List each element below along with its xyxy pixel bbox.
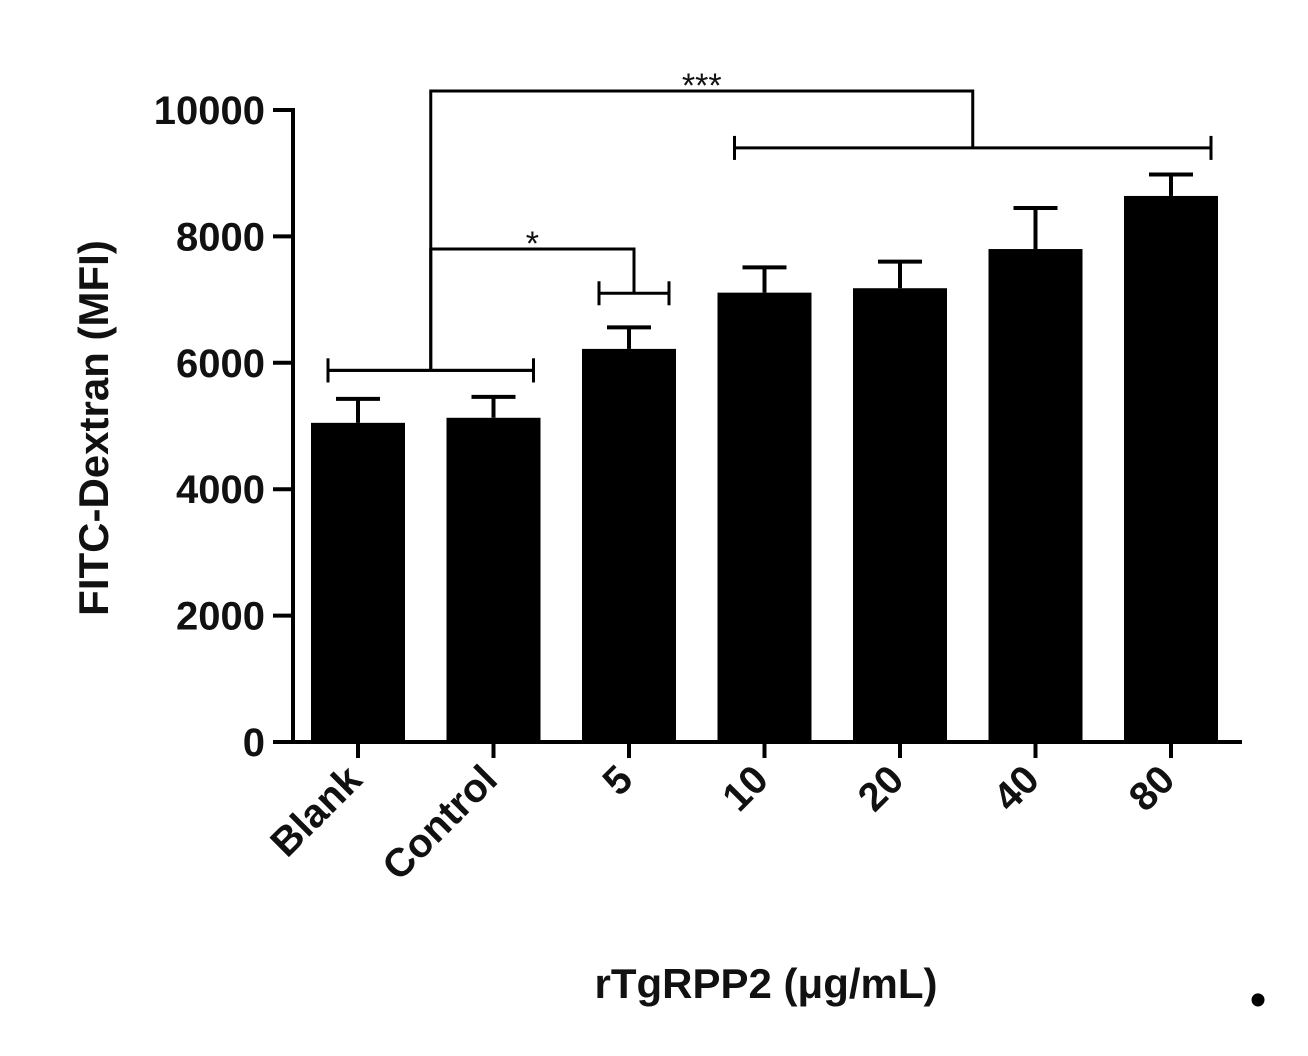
x-tick-label: 40 bbox=[985, 757, 1048, 820]
y-axis-title: FITC-Dextran (MFI) bbox=[70, 240, 117, 616]
bar bbox=[853, 288, 947, 742]
x-tick-label: Control bbox=[374, 757, 506, 889]
bar bbox=[717, 292, 812, 742]
x-axis-title: rTgRPP2 (μg/mL) bbox=[594, 960, 937, 1007]
x-tick-label: 5 bbox=[595, 757, 642, 804]
significance-label: * bbox=[526, 225, 539, 263]
y-tick-label: 8000 bbox=[176, 215, 265, 259]
significance-label: *** bbox=[682, 67, 722, 105]
y-tick-label: 4000 bbox=[176, 468, 265, 512]
bar bbox=[1124, 195, 1218, 742]
bar bbox=[446, 417, 541, 742]
bullet-mark: • bbox=[1250, 974, 1267, 1027]
x-tick-label: Blank bbox=[262, 757, 371, 866]
x-tick-label: 80 bbox=[1121, 757, 1184, 820]
y-tick-label: 2000 bbox=[176, 595, 265, 639]
bar bbox=[988, 249, 1083, 743]
y-tick-label: 10000 bbox=[154, 89, 265, 133]
y-tick-label: 6000 bbox=[176, 342, 265, 386]
bars bbox=[311, 195, 1218, 743]
x-tick-label: 20 bbox=[850, 757, 913, 820]
bar bbox=[582, 348, 676, 742]
error-bars bbox=[336, 172, 1193, 423]
x-tick-label: 10 bbox=[714, 757, 777, 820]
significance-brackets: **** bbox=[326, 67, 1213, 383]
bar bbox=[311, 422, 405, 742]
y-tick-label: 0 bbox=[243, 721, 265, 765]
significance-connector bbox=[429, 89, 975, 371]
